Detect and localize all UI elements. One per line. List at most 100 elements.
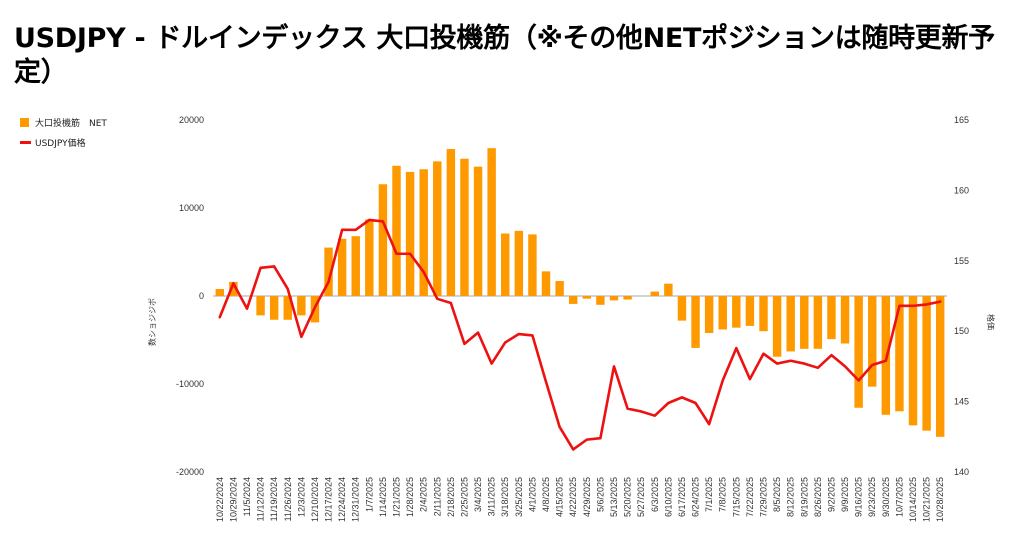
net-bar — [772, 296, 782, 357]
y-axis-right: 140 145 150 155 160 165 — [954, 115, 969, 477]
bar-series — [215, 148, 945, 437]
net-bar — [351, 236, 360, 296]
net-bar — [378, 184, 388, 296]
price-point — [219, 316, 221, 318]
y-left-tick-label: 20000 — [179, 115, 204, 125]
x-tick-label: 8/5/2025 — [772, 477, 782, 512]
price-point — [735, 347, 737, 349]
price-point — [355, 229, 357, 231]
x-tick-label: 7/1/2025 — [704, 477, 714, 512]
price-point — [694, 402, 697, 404]
x-tick-label: 4/8/2025 — [541, 477, 551, 512]
price-point — [817, 367, 819, 369]
net-bar — [283, 296, 292, 320]
price-point — [572, 448, 574, 451]
y-right-tick-label: 140 — [954, 467, 969, 477]
x-tick-label: 12/31/2024 — [351, 477, 361, 522]
price-point — [776, 362, 778, 365]
price-point — [762, 353, 765, 355]
price-point — [259, 267, 262, 269]
price-point — [626, 408, 629, 410]
price-point — [681, 396, 683, 398]
net-bar — [704, 296, 714, 333]
price-point — [722, 379, 724, 382]
y-right-tick-label: 160 — [954, 185, 969, 195]
net-bar — [473, 166, 483, 296]
net-bar — [786, 296, 795, 352]
x-tick-label: 5/27/2025 — [636, 477, 646, 517]
net-bar — [365, 219, 374, 296]
net-bar — [840, 296, 850, 344]
net-bar — [460, 158, 469, 296]
y-right-tick-label: 145 — [954, 397, 969, 407]
net-bar — [677, 296, 687, 321]
x-tick-label: 2/25/2025 — [459, 477, 469, 517]
x-tick-label: 7/29/2025 — [759, 477, 769, 517]
x-tick-label: 1/21/2025 — [392, 477, 402, 517]
net-bar — [664, 283, 673, 296]
y-axis-left-label: 数ショジジボ — [147, 298, 157, 346]
x-tick-label: 8/26/2025 — [813, 477, 823, 517]
x-tick-label: 4/1/2025 — [527, 477, 537, 512]
net-bar — [908, 296, 918, 426]
x-tick-label: 10/28/2025 — [935, 477, 945, 522]
x-tick-label: 11/19/2024 — [269, 477, 279, 521]
net-bar — [759, 296, 768, 332]
y-right-tick-label: 165 — [954, 115, 969, 125]
x-tick-label: 5/6/2025 — [595, 477, 605, 512]
price-point — [368, 219, 370, 221]
net-bar — [555, 281, 564, 296]
x-tick-label: 6/3/2025 — [650, 477, 660, 512]
x-tick-label: 9/2/2025 — [826, 477, 836, 512]
price-point — [858, 379, 860, 382]
price-point — [667, 402, 669, 404]
net-bar — [718, 296, 727, 330]
price-point — [939, 301, 941, 303]
net-bar — [487, 148, 496, 296]
net-bar — [691, 296, 700, 348]
x-tick-label: 7/8/2025 — [718, 477, 728, 512]
price-point — [382, 220, 384, 222]
price-point — [463, 343, 466, 345]
price-point — [395, 253, 398, 255]
x-tick-label: 4/15/2025 — [555, 477, 565, 517]
x-tick-label: 10/7/2025 — [894, 477, 904, 517]
x-tick-label: 8/12/2025 — [786, 477, 796, 517]
net-bar — [609, 296, 619, 301]
y-left-tick-label: 10000 — [179, 203, 204, 213]
x-tick-label: 12/17/2024 — [324, 477, 334, 522]
price-point — [586, 439, 588, 441]
price-point — [423, 271, 425, 273]
y-axis-right-label: 格価 — [986, 314, 996, 330]
x-tick-label: 10/29/2024 — [228, 477, 238, 522]
net-bar — [895, 296, 904, 412]
price-point — [790, 360, 792, 362]
y-right-tick-label: 150 — [954, 326, 969, 336]
price-point — [518, 333, 520, 335]
price-point — [599, 437, 601, 439]
price-point — [912, 305, 914, 307]
price-point — [926, 303, 928, 306]
x-tick-label: 5/20/2025 — [623, 477, 633, 517]
price-point — [450, 302, 452, 304]
price-point — [559, 426, 561, 428]
price-point — [314, 306, 316, 308]
net-bar — [568, 296, 578, 304]
net-bar — [745, 296, 755, 326]
price-point — [898, 305, 901, 307]
x-tick-label: 1/7/2025 — [364, 477, 374, 512]
y-left-tick-label: -20000 — [176, 467, 204, 477]
x-tick-label: 4/22/2025 — [568, 477, 578, 517]
x-tick-label: 10/21/2025 — [922, 477, 932, 522]
x-tick-label: 6/10/2025 — [663, 477, 673, 517]
net-bar — [215, 288, 225, 296]
y-axis-left: -20000 -10000 0 10000 20000 — [176, 115, 204, 477]
x-tick-label: 9/9/2025 — [840, 477, 850, 512]
price-point — [232, 282, 234, 284]
net-bar — [827, 296, 836, 340]
price-point — [341, 229, 343, 231]
price-point — [871, 364, 873, 366]
y-left-tick-label: -10000 — [176, 379, 204, 389]
net-bar — [324, 247, 333, 296]
price-line — [218, 218, 942, 451]
